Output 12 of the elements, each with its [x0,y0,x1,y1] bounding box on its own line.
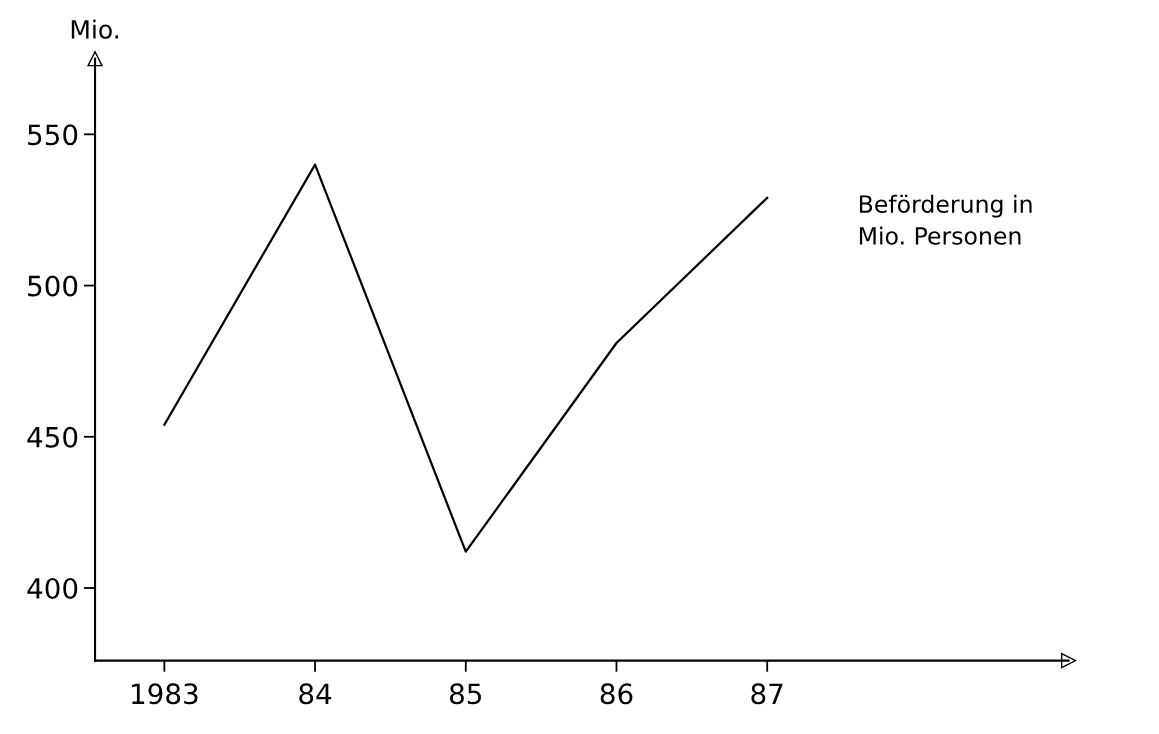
y-tick-label: 550 [28,124,78,146]
line-series [163,163,769,553]
y-tick-label: 500 [28,275,78,297]
y-tick-label: 400 [27,577,78,599]
text: Beförderung in Mio. Personen [859,194,1032,245]
x-tick-label: 87 [751,683,783,705]
x-tick-label: 84 [299,683,332,705]
x-tick-label: 85 [449,683,482,705]
y-tick-label: 450 [27,426,78,448]
x-tick-label: 1983 [132,683,198,705]
y-axis-title: Mio. [71,19,118,39]
x-tick-label: 86 [600,683,633,705]
